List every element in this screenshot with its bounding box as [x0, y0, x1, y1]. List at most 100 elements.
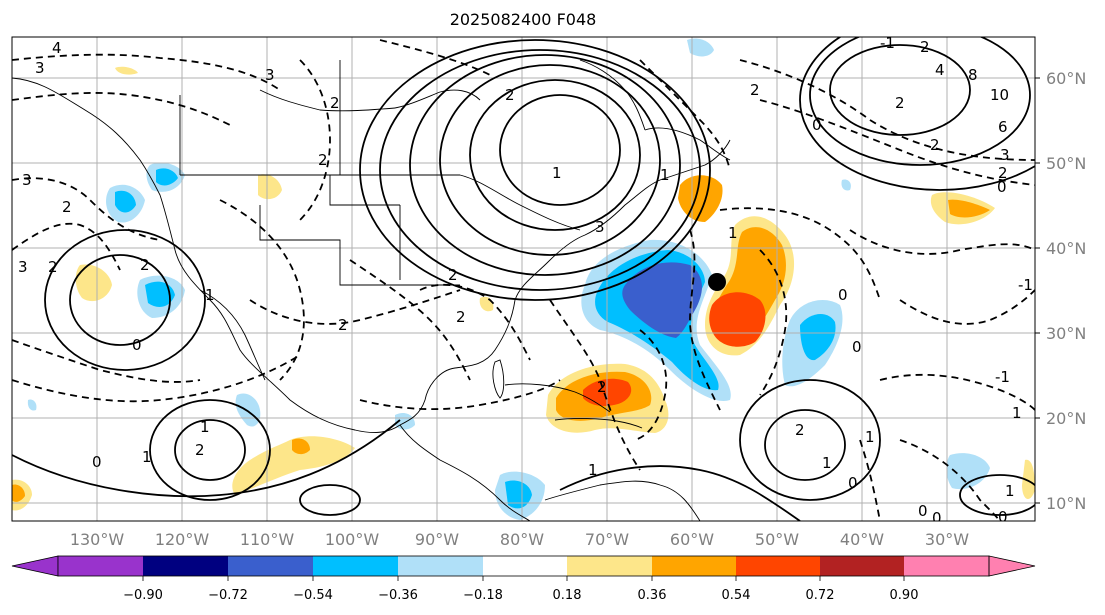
contour-label: 3: [18, 258, 28, 276]
figure-title: 2025082400 F048: [450, 10, 597, 29]
contour-label: 3: [1000, 146, 1010, 164]
contour-label: 2: [318, 151, 328, 169]
lat-label-60n: 60°N: [1046, 69, 1086, 88]
contours-solid: [12, 37, 1035, 521]
colorbar-segment: [904, 556, 989, 576]
contour-label: -1: [1018, 276, 1033, 294]
lat-label-20n: 20°N: [1046, 409, 1086, 428]
contour-label: 0: [132, 336, 142, 354]
contour-label: 1: [865, 428, 875, 446]
contour-label: -1: [880, 34, 895, 52]
lon-label-80w: 80°W: [500, 530, 544, 549]
contour-label: 2: [930, 136, 940, 154]
colorbar-tick: −0.36: [378, 588, 418, 603]
map-frame: [11, 36, 1036, 522]
longitude-labels: 130°W 120°W 110°W 100°W 90°W 80°W 70°W 6…: [70, 530, 969, 549]
contour-label: 1: [552, 164, 562, 182]
contour-label: 2: [330, 94, 340, 112]
colorbar-segment: [483, 556, 567, 576]
lon-label-40w: 40°W: [840, 530, 884, 549]
contour-label: 1: [728, 224, 738, 242]
lon-label-110w: 110°W: [240, 530, 295, 549]
contour-label: 0: [848, 474, 858, 492]
contour-label: 2: [920, 38, 930, 56]
colorbar-segment: [58, 556, 143, 576]
contour-label: 2: [62, 198, 72, 216]
contour-label: 0: [997, 178, 1007, 196]
contour-label: 0: [812, 116, 822, 134]
contour-label: -1: [995, 368, 1010, 386]
contour-label: 2: [998, 164, 1008, 182]
colorbar: −0.90 −0.72 −0.54 −0.36 −0.18 0.18 0.36 …: [11, 555, 1036, 603]
contour-label: 3: [22, 171, 32, 189]
colorbar-tick: −0.18: [463, 588, 503, 603]
contour-label: 1: [588, 461, 598, 479]
contour-label: 2: [338, 316, 348, 334]
contour-label: 2: [597, 378, 607, 396]
lon-label-30w: 30°W: [925, 530, 969, 549]
contour-label: 1: [200, 418, 210, 436]
storm-position-marker: [708, 273, 726, 291]
colorbar-segment: [736, 556, 820, 576]
contour-label: 1: [205, 286, 215, 304]
contour-label: 3: [35, 59, 45, 77]
contour-label: 1: [1012, 404, 1022, 422]
map-panel: 4 3 3 2 2 3 2 2 0 -1 2 4 8 10 6 2 3 2 0 …: [12, 34, 1035, 527]
contour-label: 0: [998, 508, 1008, 526]
contour-label: 0: [918, 502, 928, 520]
contour-label: 3: [265, 66, 275, 84]
lon-label-60w: 60°W: [670, 530, 714, 549]
contours-dashed: [12, 39, 1035, 521]
lon-label-130w: 130°W: [70, 530, 125, 549]
contour-label: 10: [990, 86, 1009, 104]
contour-label: 2: [456, 308, 466, 326]
colorbar-tick: 0.36: [638, 588, 667, 603]
gridlines: [12, 37, 1035, 521]
colorbar-tick: 0.72: [806, 588, 835, 603]
contour-label: 0: [92, 453, 102, 471]
colorbar-segment: [398, 556, 483, 576]
lat-label-40n: 40°N: [1046, 239, 1086, 258]
colorbar-segment: [652, 556, 736, 576]
lon-label-90w: 90°W: [415, 530, 459, 549]
contour-label: 2: [750, 81, 760, 99]
contour-label: 8: [968, 66, 978, 84]
contour-label: 4: [52, 39, 62, 57]
colorbar-tick: 0.18: [553, 588, 582, 603]
coastlines: [12, 59, 731, 521]
latitude-labels: 60°N 50°N 40°N 30°N 20°N 10°N: [1035, 69, 1086, 513]
contour-label: 0: [852, 338, 862, 356]
contour-label: 1: [660, 166, 670, 184]
colorbar-tick: −0.90: [123, 588, 163, 603]
contour-label: 1: [822, 454, 832, 472]
colorbar-tick: −0.72: [208, 588, 248, 603]
contour-label: 4: [935, 61, 945, 79]
lat-label-30n: 30°N: [1046, 324, 1086, 343]
colorbar-segment: [228, 556, 313, 576]
contour-label: 0: [838, 286, 848, 304]
colorbar-tick: −0.54: [293, 588, 333, 603]
colorbar-segment: [143, 556, 228, 576]
contour-label: 3: [595, 218, 605, 236]
colorbar-tick: 0.54: [722, 588, 751, 603]
colorbar-tick: 0.90: [890, 588, 919, 603]
contour-label: 2: [505, 86, 515, 104]
colorbar-extend-high: [988, 555, 1036, 577]
colorbar-extend-low: [11, 555, 59, 577]
contour-labels: 4 3 3 2 2 3 2 2 0 -1 2 4 8 10 6 2 3 2 0 …: [18, 34, 1033, 527]
contour-label: 2: [48, 258, 58, 276]
contour-label: 1: [142, 448, 152, 466]
contour-label: 0: [932, 509, 942, 527]
lon-label-100w: 100°W: [325, 530, 380, 549]
colorbar-segment: [567, 556, 652, 576]
lon-label-50w: 50°W: [755, 530, 799, 549]
colorbar-segment: [313, 556, 398, 576]
contour-label: 2: [140, 256, 150, 274]
colorbar-segment: [820, 556, 904, 576]
contour-label: 6: [998, 118, 1008, 136]
lon-label-70w: 70°W: [585, 530, 629, 549]
contour-label: 2: [795, 421, 805, 439]
lat-label-50n: 50°N: [1046, 154, 1086, 173]
lon-label-120w: 120°W: [155, 530, 210, 549]
